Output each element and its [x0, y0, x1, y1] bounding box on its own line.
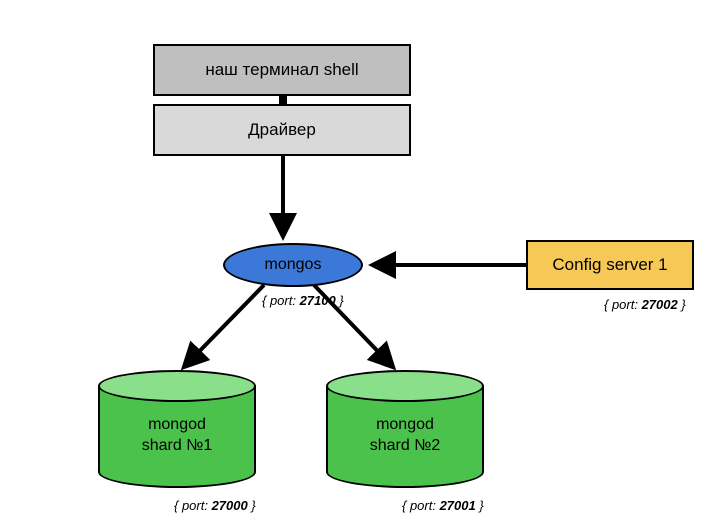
driver-label: Драйвер: [248, 120, 316, 140]
shard2-label2: shard №2: [370, 436, 441, 457]
shard1-label2: shard №1: [142, 436, 213, 457]
mongos-node: mongos: [223, 243, 363, 287]
config-server-label: Config server 1: [552, 255, 667, 275]
terminal-label: наш терминал shell: [205, 60, 358, 80]
driver-box: Драйвер: [153, 104, 411, 156]
mongos-label: mongos: [265, 256, 322, 274]
edge-mongos-shard1: [185, 285, 264, 366]
shard1-cylinder: mongod shard №1: [98, 370, 256, 488]
shard2-port-label: { port: 27001 }: [402, 498, 484, 513]
shard2-top: [326, 370, 484, 402]
shard1-label1: mongod: [148, 415, 206, 436]
shard1-port-label: { port: 27000 }: [174, 498, 256, 513]
terminal-box: наш терминал shell: [153, 44, 411, 96]
config-server-box: Config server 1: [526, 240, 694, 290]
shard2-label1: mongod: [376, 415, 434, 436]
shard1-top: [98, 370, 256, 402]
config-port-label: { port: 27002 }: [604, 297, 686, 312]
shard2-cylinder: mongod shard №2: [326, 370, 484, 488]
mongos-port-label: { port: 27100 }: [262, 293, 344, 308]
